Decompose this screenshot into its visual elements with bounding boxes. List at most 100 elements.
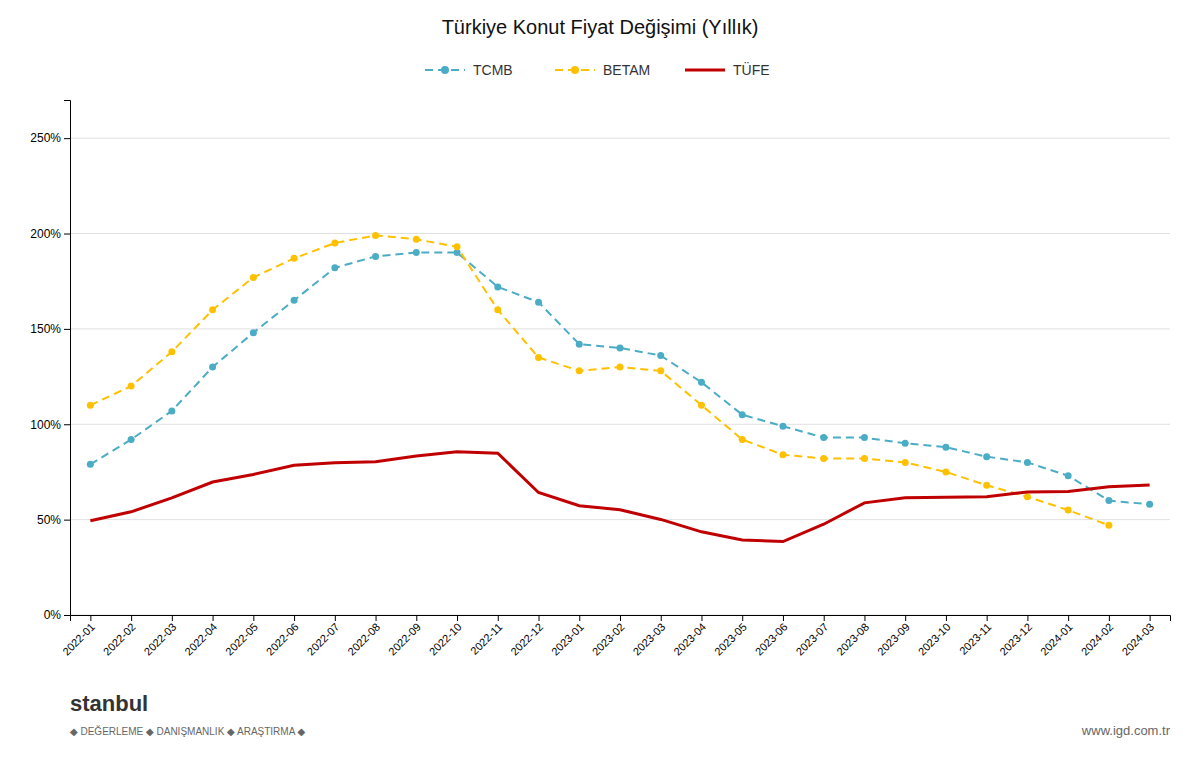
point — [209, 306, 216, 313]
point — [250, 329, 257, 336]
legend-item: BETAM — [555, 62, 650, 78]
x-tick-mark — [987, 615, 988, 621]
point — [1105, 522, 1112, 529]
point — [454, 243, 461, 250]
x-tick-label: 2023-10 — [916, 621, 953, 658]
chart: Türkiye Konut Fiyat Değişimi (Yıllık)0%5… — [0, 0, 1200, 765]
x-tick-mark — [253, 615, 254, 621]
series — [87, 232, 1113, 529]
point — [983, 453, 990, 460]
y-tick: 100% — [30, 418, 70, 432]
point — [820, 434, 827, 441]
point — [739, 436, 746, 443]
x-tick-label: 2022-12 — [508, 621, 545, 658]
x-tick: 2023-08 — [834, 615, 871, 658]
point — [902, 459, 909, 466]
x-tick-mark — [335, 615, 336, 621]
point — [87, 461, 94, 468]
x-tick-mark — [1068, 615, 1069, 621]
x-tick-mark — [1109, 615, 1110, 621]
y-tick-label: 200% — [30, 227, 61, 241]
x-tick-label: 2024-03 — [1119, 621, 1156, 658]
x-tick-mark — [1150, 615, 1151, 621]
marks — [87, 232, 1153, 542]
x-tick-label: 2023-07 — [793, 621, 830, 658]
point — [331, 240, 338, 247]
x-tick: 2023-01 — [549, 615, 586, 658]
x-tick: 2023-07 — [793, 615, 830, 658]
x-tick: 2024-01 — [1038, 615, 1075, 658]
point — [413, 249, 420, 256]
x-tick-mark — [783, 615, 784, 621]
point — [902, 440, 909, 447]
point — [128, 383, 135, 390]
title: Türkiye Konut Fiyat Değişimi (Yıllık) — [442, 16, 759, 38]
point — [861, 455, 868, 462]
x-tick-label: 2022-01 — [60, 621, 97, 658]
point — [372, 232, 379, 239]
x-tick: 2023-05 — [712, 615, 749, 658]
point — [1024, 493, 1031, 500]
legend: TCMBBETAMTÜFE — [425, 61, 770, 78]
series — [90, 452, 1149, 542]
point — [657, 367, 664, 374]
x-tick-label: 2023-02 — [590, 621, 627, 658]
x-tick-label: 2022-10 — [427, 621, 464, 658]
x-axis-line — [71, 616, 1171, 622]
x-tick: 2022-07 — [305, 615, 342, 658]
grid-line — [70, 233, 1170, 234]
y-tick-label: 150% — [30, 322, 61, 336]
x-tick: 2022-08 — [345, 615, 382, 658]
x-tick-label: 2022-02 — [101, 621, 138, 658]
x-tick: 2023-12 — [997, 615, 1034, 658]
legend-marker — [441, 66, 449, 74]
x-tick-mark — [294, 615, 295, 621]
x-tick: 2022-10 — [427, 615, 464, 658]
x-tick: 2023-03 — [630, 615, 667, 658]
point — [739, 411, 746, 418]
y-tick-mark — [64, 520, 70, 521]
x-tick: 2023-02 — [590, 615, 627, 658]
legend-item: TÜFE — [685, 61, 770, 78]
x-tick-label: 2022-06 — [264, 621, 301, 658]
series — [87, 249, 1153, 508]
y-tick: 0% — [44, 608, 70, 622]
x-tick-mark — [579, 615, 580, 621]
point — [576, 341, 583, 348]
legend-label: BETAM — [603, 62, 650, 78]
x-tick-mark — [864, 615, 865, 621]
point — [494, 283, 501, 290]
x-tick: 2022-03 — [142, 615, 179, 658]
y-axis: 0%50%100%150%200%250% — [30, 101, 70, 623]
x-tick-mark — [457, 615, 458, 621]
x-tick-label: 2023-11 — [957, 621, 993, 657]
x-tick-label: 2024-01 — [1038, 621, 1075, 658]
x-tick: 2022-12 — [508, 615, 545, 658]
point — [779, 423, 786, 430]
point — [617, 364, 624, 371]
point — [494, 306, 501, 313]
x-tick: 2023-10 — [916, 615, 953, 658]
point — [779, 451, 786, 458]
x-tick-mark — [416, 615, 417, 621]
x-tick-label: 2023-03 — [630, 621, 667, 658]
point — [657, 352, 664, 359]
x-tick-mark — [946, 615, 947, 621]
x-tick: 2022-09 — [386, 615, 423, 658]
grid — [70, 138, 1170, 615]
point — [1024, 459, 1031, 466]
point — [1146, 501, 1153, 508]
x-tick-label: 2022-08 — [345, 621, 382, 658]
series-line — [90, 253, 1149, 505]
x-tick: 2023-09 — [875, 615, 912, 658]
x-tick: 2022-02 — [101, 615, 138, 658]
x-tick-label: 2023-12 — [997, 621, 1034, 658]
x-tick-label: 2023-04 — [671, 621, 708, 658]
point — [413, 236, 420, 243]
x-tick-label: 2023-06 — [753, 621, 790, 658]
x-tick-label: 2023-08 — [834, 621, 871, 658]
point — [576, 367, 583, 374]
x-tick-label: 2022-09 — [386, 621, 423, 658]
point — [698, 379, 705, 386]
point — [942, 468, 949, 475]
